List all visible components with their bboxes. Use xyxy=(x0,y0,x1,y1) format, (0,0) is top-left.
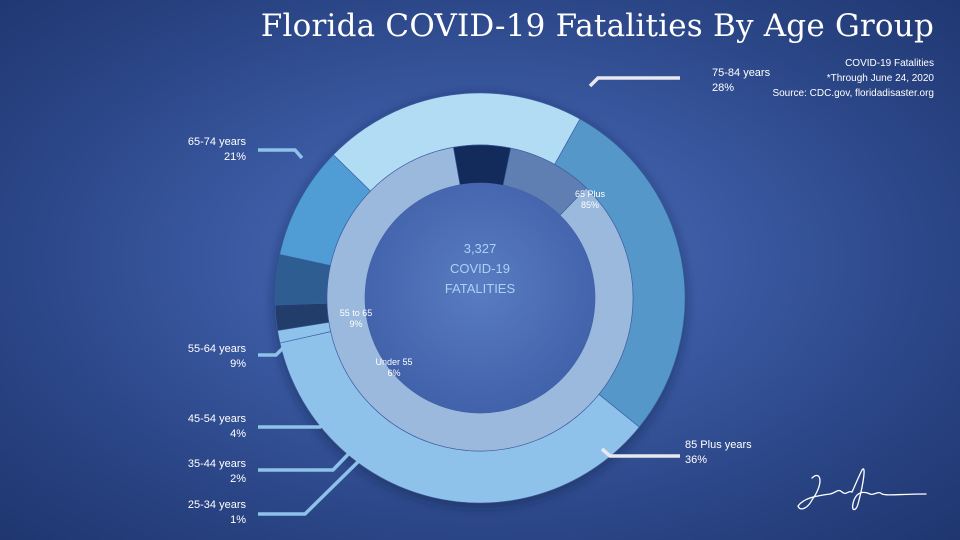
center-line2: FATALITIES xyxy=(445,281,516,296)
chart-info: COVID-19 Fatalities *Through June 24, 20… xyxy=(772,56,934,101)
leader-lines xyxy=(258,76,680,516)
chart-date-note: *Through June 24, 2020 xyxy=(826,73,934,84)
chart-title: Florida COVID-19 Fatalities By Age Group xyxy=(260,8,934,44)
donut-hole xyxy=(365,183,595,413)
label-25-34-years: 25-34 years xyxy=(188,499,247,511)
percent-65-74-years: 21% xyxy=(224,151,246,163)
percent-35-44-years: 2% xyxy=(230,473,246,485)
leader-45-54-years xyxy=(258,418,330,429)
chart-subtitle: COVID-19 Fatalities xyxy=(845,58,934,69)
leader-85-plus-years xyxy=(600,447,680,458)
label-45-54-years: 45-54 years xyxy=(188,413,247,425)
percent-55-64-years: 9% xyxy=(230,358,246,370)
inner-label-55-to-65: 55 to 65 xyxy=(340,308,373,318)
center-total: 3,327 xyxy=(464,241,497,256)
percent-45-54-years: 4% xyxy=(230,428,246,440)
label-85-plus-years: 85 Plus years xyxy=(685,439,752,451)
label-75-84-years: 75-84 years xyxy=(712,67,771,79)
leader-25-34-years xyxy=(258,450,370,516)
percent-75-84-years: 28% xyxy=(712,82,734,94)
label-55-64-years: 55-64 years xyxy=(188,343,247,355)
leader-35-44-years xyxy=(258,440,362,472)
center-line1: COVID-19 xyxy=(450,261,510,276)
chart-source: Source: CDC.gov, floridadisaster.org xyxy=(772,88,934,99)
leader-75-84-years xyxy=(588,76,680,88)
slice-labels: 85 Plus years 36% 25-34 years 1% 35-44 years… xyxy=(188,67,771,526)
inner-percent-65-plus: 85% xyxy=(581,200,599,210)
inner-label-65-plus: 65 Plus xyxy=(575,189,606,199)
label-35-44-years: 35-44 years xyxy=(188,458,247,470)
percent-25-34-years: 1% xyxy=(230,514,246,526)
inner-label-under-55: Under 55 xyxy=(375,357,412,367)
inner-percent-55-to-65: 9% xyxy=(349,319,362,329)
outer-ring xyxy=(274,92,686,504)
percent-85-plus-years: 36% xyxy=(685,454,707,466)
label-65-74-years: 65-74 years xyxy=(188,136,247,148)
inner-percent-under-55: 6% xyxy=(387,368,400,378)
leader-55-64-years xyxy=(258,346,285,357)
leader-65-74-years xyxy=(258,148,304,160)
